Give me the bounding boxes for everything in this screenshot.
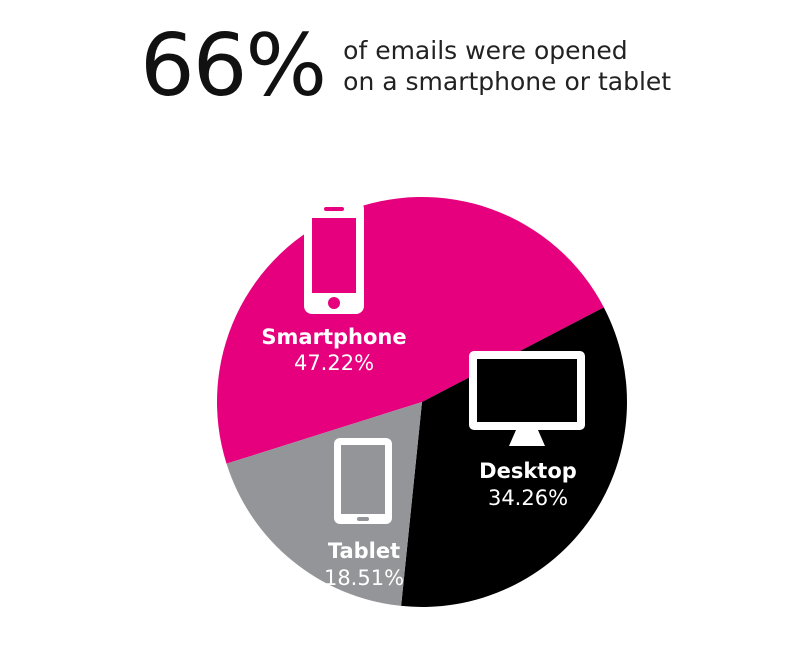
- slice-label-smartphone: Smartphone: [261, 325, 406, 349]
- headline-line-1: of emails were opened: [343, 35, 628, 65]
- headline-description: of emails were opened on a smartphone or…: [343, 35, 671, 97]
- headline-stat: 66%: [140, 15, 327, 116]
- slice-value-tablet: 18.51%: [324, 566, 404, 590]
- slice-label-desktop: Desktop: [479, 459, 577, 483]
- headline: 66% of emails were opened on a smartphon…: [140, 18, 671, 113]
- headline-line-2: on a smartphone or tablet: [343, 66, 672, 96]
- smartphone-icon: [304, 201, 364, 314]
- tablet-icon: [334, 438, 392, 524]
- slice-label-tablet: Tablet: [328, 539, 400, 563]
- slice-value-smartphone: 47.22%: [294, 351, 374, 375]
- slice-value-desktop: 34.26%: [488, 486, 568, 510]
- desktop-monitor-icon: [469, 351, 585, 446]
